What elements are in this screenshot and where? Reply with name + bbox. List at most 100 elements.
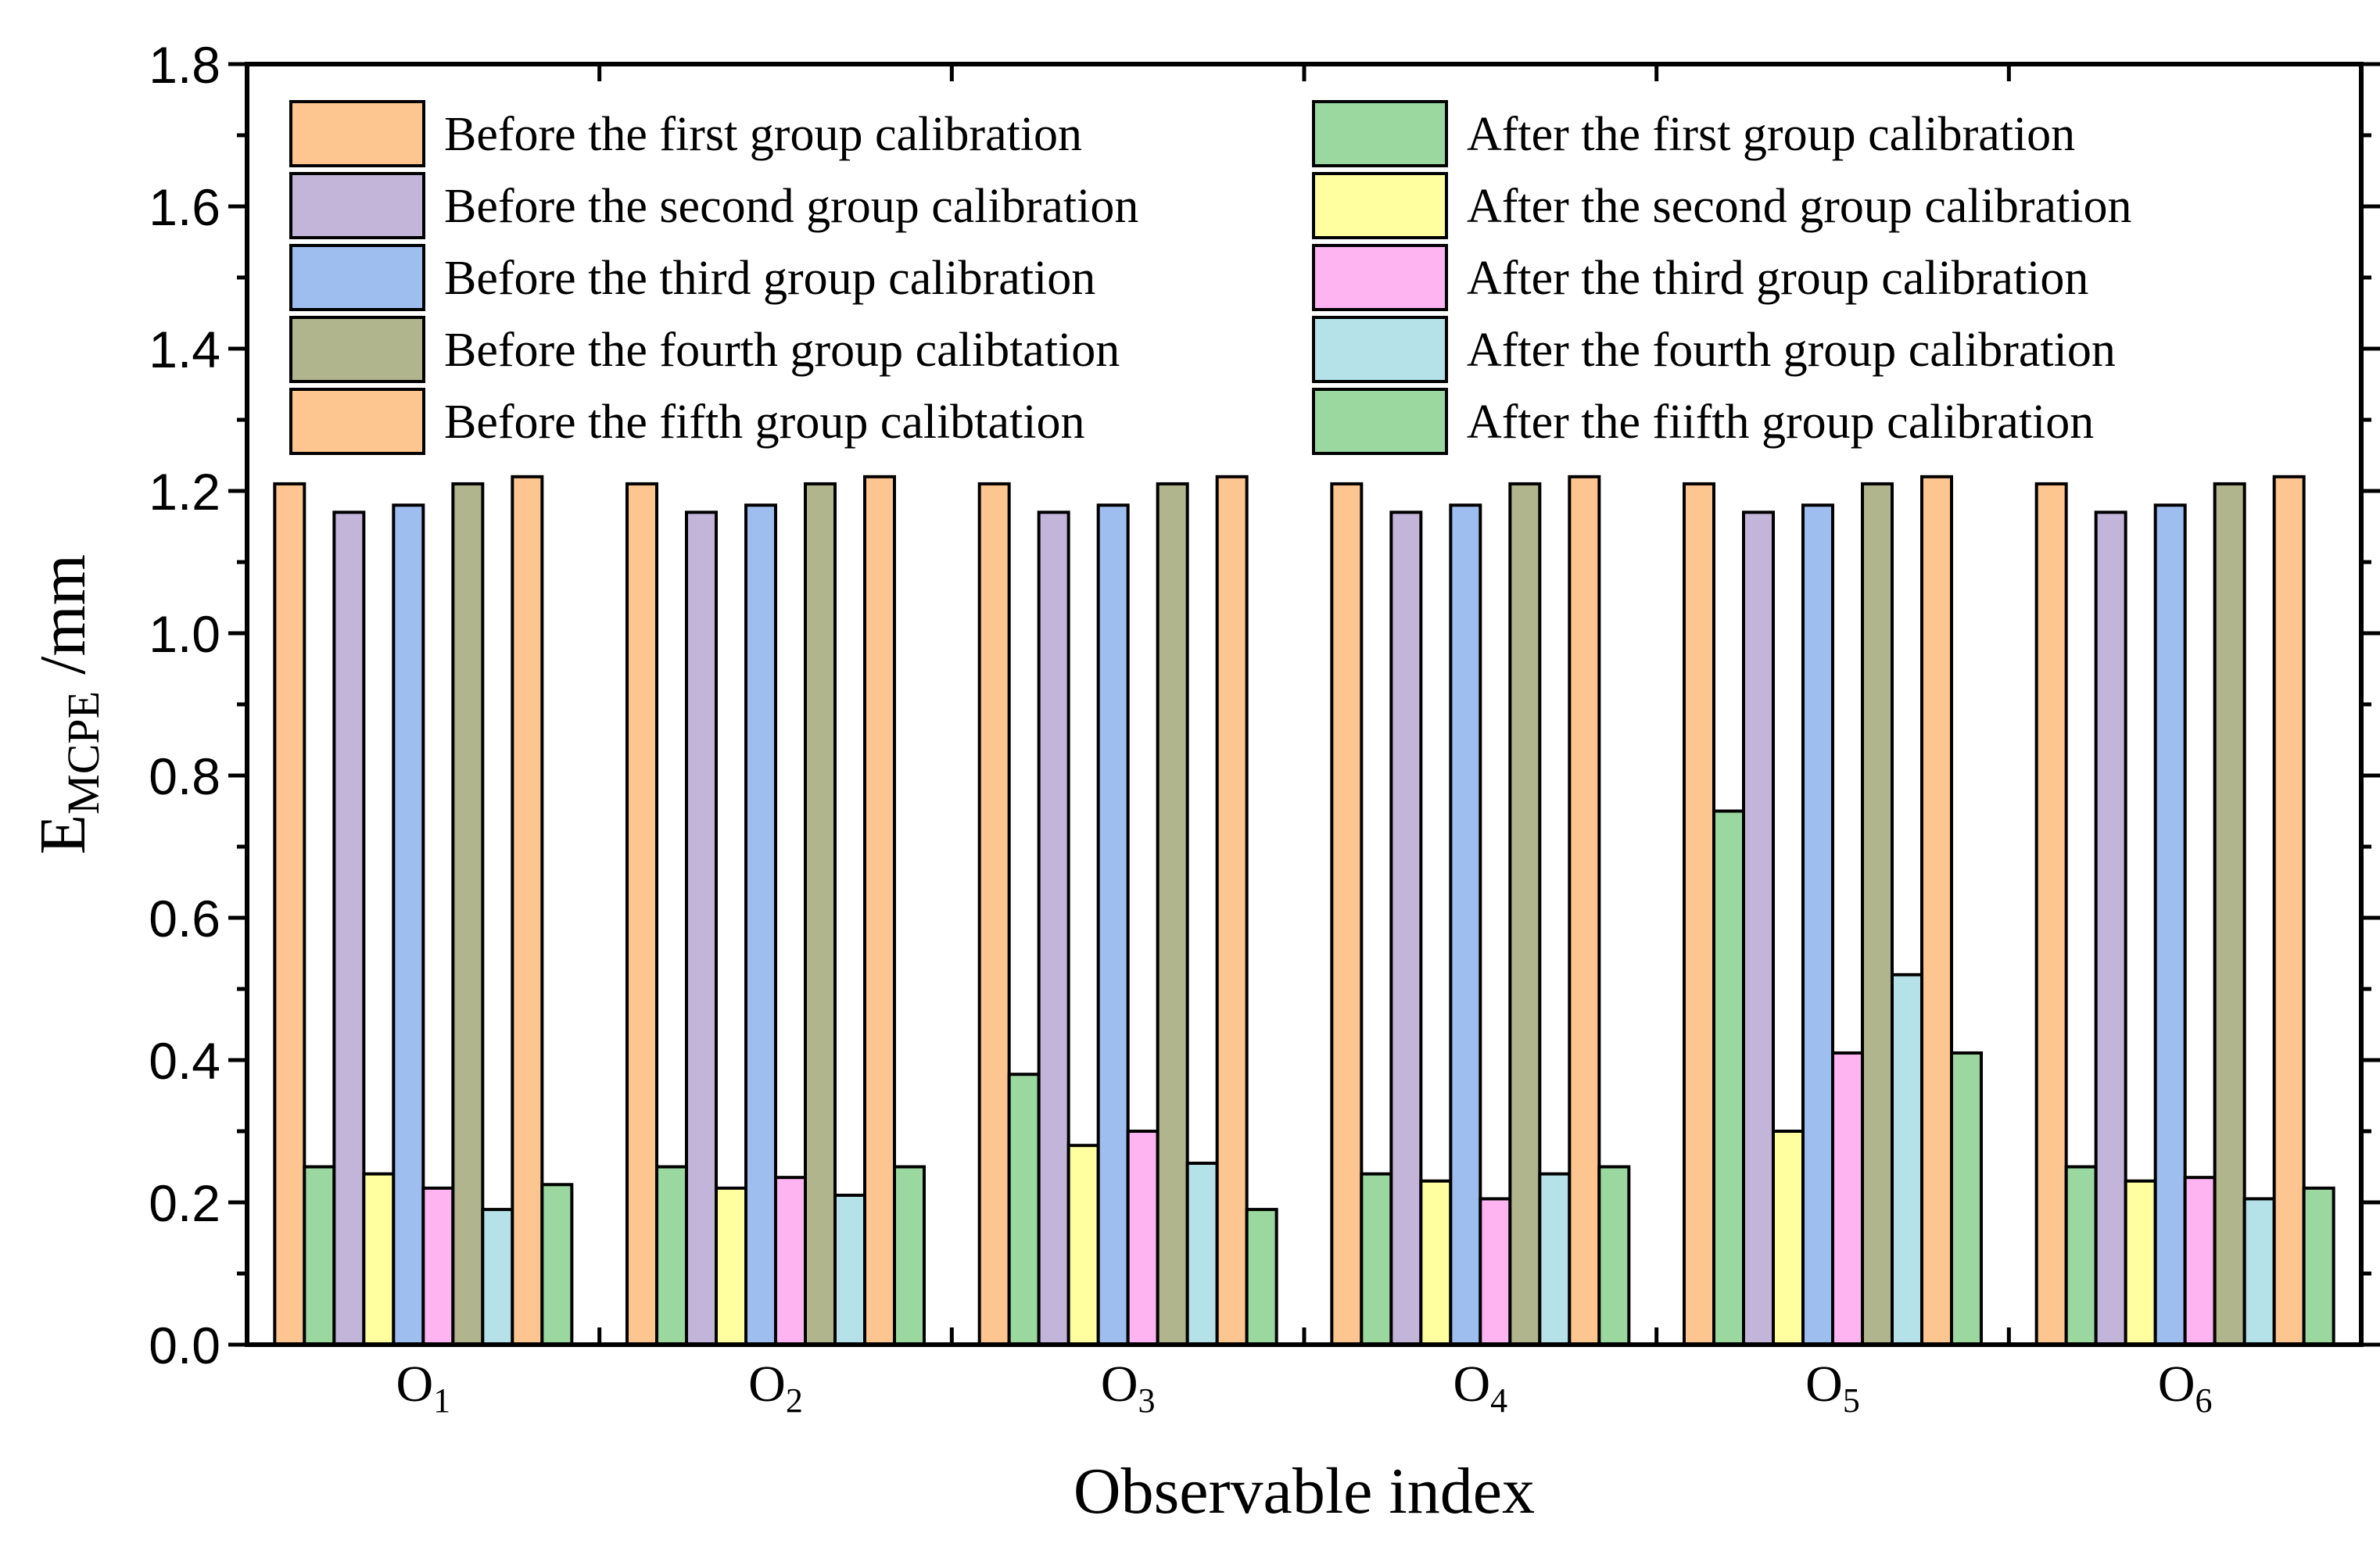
series-3 [332,510,2127,1346]
y-axis-title-unit: /mm [27,554,99,691]
legend-label: After the second group calibration [1467,180,2131,233]
bar-series10-cat6 [2302,1186,2335,1347]
bar-series9-cat6 [2272,475,2306,1346]
legend-label: Before the fourth group calibtation [444,324,1120,377]
bar-series5-cat1 [392,503,425,1347]
y-axis-title-subscript: MCPE [58,691,109,815]
y-tick-label: 1.6 [149,178,220,236]
legend-swatch [1312,172,1448,239]
series-9 [511,475,2306,1346]
bar-series4-cat3 [1066,1144,1100,1346]
legend-item-5: Before the third group calibration [289,244,1095,311]
bar-series1-cat6 [2034,482,2068,1346]
bar-series10-cat3 [1245,1208,1278,1346]
bar-series6-cat6 [2183,1176,2217,1347]
bar-series5-cat5 [1801,503,1834,1347]
bar-series9-cat1 [511,475,544,1346]
bar-series9-cat4 [1568,475,1601,1346]
legend-swatch [289,172,425,239]
bar-series1-cat2 [625,482,658,1346]
bar-series5-cat6 [2153,503,2187,1347]
bar-series2-cat6 [2064,1165,2098,1346]
bar-series2-cat3 [1007,1073,1041,1346]
x-tick-label-main: O [1101,1356,1138,1413]
bar-series7-cat3 [1156,482,1189,1346]
x-tick-label-subscript: 1 [433,1381,450,1420]
x-tick-label-1: O1 [396,1356,450,1420]
bar-series10-cat1 [540,1183,574,1346]
x-tick-label-subscript: 4 [1490,1381,1507,1420]
bar-series9-cat2 [863,475,896,1346]
bar-series5-cat2 [744,503,777,1347]
legend-swatch [1312,244,1448,311]
y-tick-label: 0.0 [149,1317,220,1374]
axes: 0.00.20.40.60.81.01.21.41.61.8O1 O2 O3 O4 O5… [149,36,2380,1420]
bar-series3-cat6 [2094,510,2127,1346]
series-5 [392,503,2187,1347]
bar-series10-cat4 [1597,1165,1631,1346]
x-tick-label-subscript: 6 [2195,1381,2213,1420]
x-tick-label-main: O [2158,1356,2195,1413]
x-tick-label-4: O4 [1453,1356,1507,1420]
legend-item-1: Before the first group calibration [289,100,1082,167]
bar-series7-cat5 [1861,482,1894,1346]
y-tick-label: 0.4 [149,1032,220,1090]
legend-item-9: Before the fifth group calibtation [289,388,1085,455]
y-axis-title: EMCPE /mm [27,554,109,854]
bar-series2-cat5 [1712,809,1745,1346]
x-tick-label-subscript: 2 [786,1381,803,1420]
bar-series10-cat2 [893,1165,926,1346]
x-tick-label-3: O3 [1101,1356,1156,1420]
bar-series3-cat1 [332,510,366,1346]
bar-series4-cat1 [362,1172,396,1346]
y-tick-label: 0.8 [149,747,220,805]
x-tick-label-main: O [1805,1356,1843,1413]
bar-series7-cat1 [451,482,485,1346]
legend-swatch [1312,100,1448,167]
bars-layer [273,475,2335,1347]
x-axis-title: Observable index [1074,1455,1535,1528]
bar-series6-cat1 [421,1186,455,1347]
bar-series5-cat3 [1096,503,1130,1347]
bar-series4-cat4 [1419,1179,1453,1346]
legend-swatch [289,388,425,455]
series-8 [481,973,2276,1347]
bar-series7-cat4 [1508,482,1542,1346]
bar-series9-cat5 [1920,475,1953,1346]
bar-series8-cat2 [833,1193,866,1347]
bar-series1-cat3 [977,482,1011,1346]
bar-series8-cat5 [1891,973,1923,1347]
legend-label: After the third group calibration [1467,252,2088,305]
x-tick-label-main: O [1453,1356,1490,1413]
bar-series5-cat4 [1449,503,1482,1347]
legend-swatch [289,100,425,167]
bar-series3-cat4 [1389,510,1423,1346]
legend: Before the first group calibration After … [289,100,2131,455]
legend-swatch [289,316,425,383]
y-tick-label: 1.2 [149,463,220,521]
bar-series4-cat2 [715,1186,747,1347]
series-1 [273,482,2068,1346]
bar-series6-cat2 [774,1176,807,1347]
bar-series6-cat5 [1831,1051,1864,1347]
legend-item-7: Before the fourth group calibtation [289,316,1120,383]
bar-series1-cat5 [1683,482,1715,1346]
bar-series9-cat3 [1215,475,1249,1346]
bar-series7-cat2 [804,482,837,1346]
legend-item-4: After the second group calibration [1312,172,2131,239]
bar-series3-cat3 [1037,510,1070,1346]
legend-label: Before the first group calibration [444,108,1082,161]
bar-series2-cat2 [655,1165,688,1346]
y-tick-label: 1.0 [149,605,220,663]
bar-series10-cat5 [1950,1051,1983,1347]
x-tick-label-2: O2 [748,1356,803,1420]
bar-series7-cat6 [2213,482,2246,1346]
legend-item-3: Before the second group calibration [289,172,1138,239]
legend-label: After the fourth group calibration [1467,324,2116,377]
bar-series6-cat4 [1479,1197,1512,1346]
bar-series1-cat1 [273,482,306,1346]
legend-label: Before the third group calibration [444,252,1095,305]
legend-label: After the first group calibration [1467,108,2075,161]
